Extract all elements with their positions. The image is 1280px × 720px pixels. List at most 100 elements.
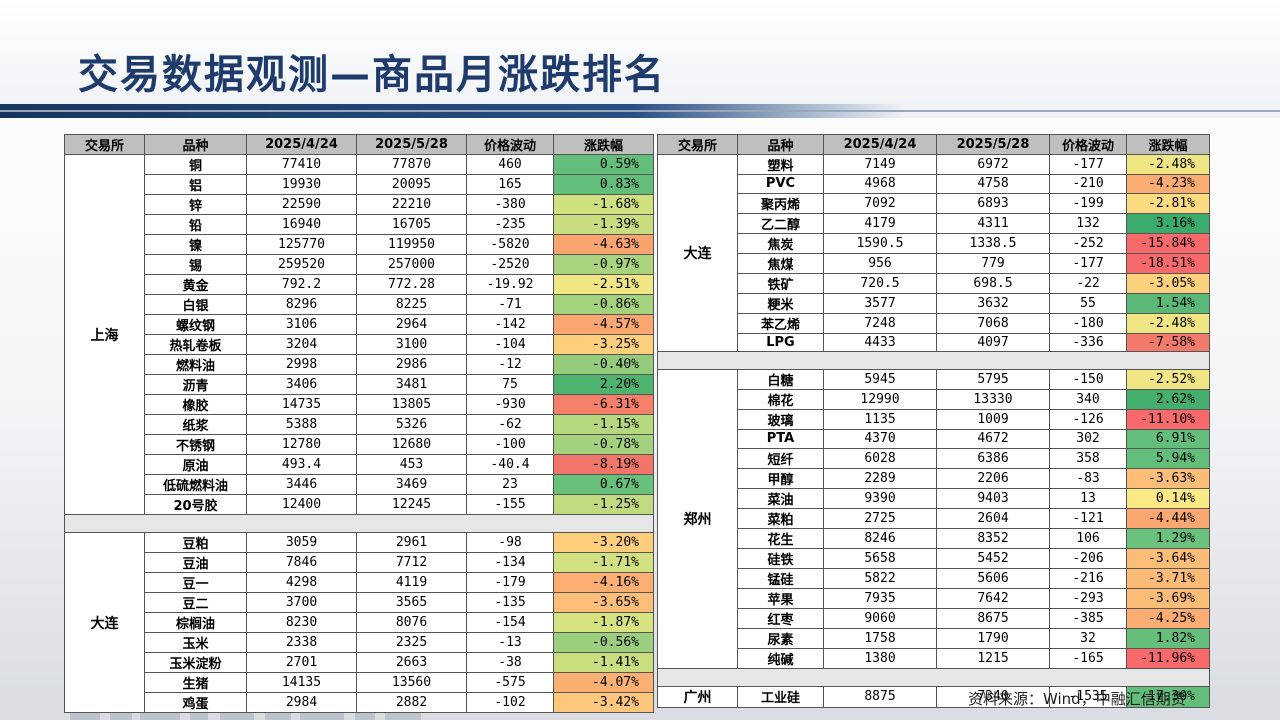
- product-cell: 花生: [737, 527, 824, 549]
- header-pct-change: 涨跌幅: [1126, 134, 1210, 155]
- product-cell: 铝: [144, 174, 247, 195]
- product-cell: 焦煤: [737, 252, 824, 274]
- table-row: 豆二 3700 3565 -135 -3.65%: [65, 592, 654, 613]
- pct-change-cell: 0.14%: [1126, 487, 1210, 509]
- pct-change-cell: -0.56%: [553, 632, 654, 653]
- price-change-cell: -142: [466, 314, 554, 335]
- product-cell: 玻璃: [737, 409, 824, 430]
- price-end-cell: 22210: [356, 194, 467, 215]
- product-cell: 豆一: [144, 572, 247, 593]
- product-cell: 玉米: [144, 632, 247, 653]
- price-end-cell: 3469: [356, 474, 467, 495]
- product-cell: 苯乙烯: [737, 312, 824, 334]
- group-separator: [657, 351, 1210, 370]
- price-start-cell: 9390: [823, 487, 937, 509]
- pct-change-cell: -2.52%: [1126, 369, 1210, 390]
- price-end-cell: 8675: [936, 607, 1050, 629]
- table-row: 玻璃 1135 1009 -126 -11.10%: [658, 409, 1210, 430]
- price-end-cell: 2964: [356, 314, 467, 335]
- table-row: 棕榈油 8230 8076 -154 -1.87%: [65, 612, 654, 633]
- pct-change-cell: -1.39%: [553, 214, 654, 235]
- pct-change-cell: -0.86%: [553, 294, 654, 315]
- price-change-cell: -216: [1049, 567, 1127, 589]
- pct-change-cell: -4.57%: [553, 314, 654, 335]
- pct-change-cell: 6.91%: [1126, 429, 1210, 449]
- pct-change-cell: 0.59%: [553, 154, 654, 175]
- price-end-cell: 3100: [356, 334, 467, 355]
- header-date-end: 2025/5/28: [936, 134, 1050, 155]
- price-change-cell: -13: [466, 632, 554, 653]
- price-change-cell: -210: [1049, 174, 1127, 194]
- exchange-cell: 上海: [64, 154, 145, 515]
- price-change-cell: -252: [1049, 232, 1127, 254]
- product-cell: 玉米淀粉: [144, 652, 247, 673]
- pct-change-cell: -3.69%: [1126, 587, 1210, 609]
- product-cell: 棕榈油: [144, 612, 247, 633]
- price-change-cell: -1535: [1049, 685, 1127, 708]
- price-change-cell: 460: [466, 154, 554, 175]
- price-change-cell: -336: [1049, 332, 1127, 352]
- header-price-change: 价格波动: [466, 134, 554, 155]
- product-cell: 原油: [144, 454, 247, 475]
- price-start-cell: 7846: [246, 552, 357, 573]
- price-change-cell: -62: [466, 414, 554, 435]
- page-title: 交易数据观测—商品月涨跌排名: [78, 52, 666, 98]
- pct-change-cell: -4.07%: [553, 672, 654, 693]
- pct-change-cell: -17.30%: [1126, 685, 1210, 708]
- table-row: 不锈钢 12780 12680 -100 -0.78%: [65, 434, 654, 455]
- price-start-cell: 1135: [823, 409, 937, 430]
- pct-change-cell: -2.81%: [1126, 192, 1210, 214]
- price-start-cell: 19930: [246, 174, 357, 195]
- price-change-cell: -40.4: [466, 454, 554, 475]
- price-end-cell: 77870: [356, 154, 467, 175]
- price-end-cell: 5606: [936, 567, 1050, 589]
- price-end-cell: 257000: [356, 254, 467, 275]
- header-date-end: 2025/5/28: [356, 134, 467, 155]
- price-end-cell: 8225: [356, 294, 467, 315]
- table-row: 螺纹钢 3106 2964 -142 -4.57%: [65, 314, 654, 335]
- price-change-cell: -154: [466, 612, 554, 633]
- price-start-cell: 3700: [246, 592, 357, 613]
- title-divider-line: [0, 110, 1280, 112]
- product-cell: 菜粕: [737, 507, 824, 529]
- table-row: 纯碱 1380 1215 -165 -11.96%: [658, 647, 1210, 669]
- table-row: 短纤 6028 6386 358 5.94%: [658, 447, 1210, 469]
- price-start-cell: 3406: [246, 374, 357, 395]
- product-cell: PTA: [737, 429, 824, 449]
- product-cell: 红枣: [737, 607, 824, 629]
- table-row: 郑州 白糖 5945 5795 -150 -2.52%: [657, 369, 1210, 669]
- product-cell: 低硫燃料油: [144, 474, 247, 495]
- pct-change-cell: -15.84%: [1126, 232, 1210, 254]
- pct-change-cell: -4.63%: [553, 234, 654, 255]
- table-row: 燃料油 2998 2986 -12 -0.40%: [65, 354, 654, 375]
- pct-change-cell: 0.83%: [553, 174, 654, 195]
- price-start-cell: 12780: [246, 434, 357, 455]
- price-start-cell: 4298: [246, 572, 357, 593]
- table-row: 生猪 14135 13560 -575 -4.07%: [65, 672, 654, 693]
- price-start-cell: 12400: [246, 494, 357, 515]
- exchange-cell: 大连: [657, 154, 738, 352]
- product-cell: 生猪: [144, 672, 247, 693]
- pct-change-cell: -3.42%: [553, 692, 654, 713]
- price-start-cell: 4433: [823, 332, 937, 352]
- price-start-cell: 4968: [823, 174, 937, 194]
- price-change-cell: -135: [466, 592, 554, 613]
- price-change-cell: -38: [466, 652, 554, 673]
- price-change-cell: 23: [466, 474, 554, 495]
- pct-change-cell: -4.23%: [1126, 174, 1210, 194]
- pct-change-cell: -0.40%: [553, 354, 654, 375]
- pct-change-cell: -7.58%: [1126, 332, 1210, 352]
- product-cell: 铜: [144, 154, 247, 175]
- price-change-cell: -199: [1049, 192, 1127, 214]
- product-cell: 工业硅: [737, 685, 824, 708]
- price-start-cell: 8230: [246, 612, 357, 633]
- product-cell: 菜油: [737, 487, 824, 509]
- exchange-cell: 广州: [657, 685, 738, 708]
- table-row: 苹果 7935 7642 -293 -3.69%: [658, 587, 1210, 609]
- price-end-cell: 7340: [936, 685, 1050, 708]
- price-end-cell: 2663: [356, 652, 467, 673]
- product-cell: 铅: [144, 214, 247, 235]
- price-change-cell: 55: [1049, 292, 1127, 314]
- table-row: 热轧卷板 3204 3100 -104 -3.25%: [65, 334, 654, 355]
- price-start-cell: 1758: [823, 627, 937, 649]
